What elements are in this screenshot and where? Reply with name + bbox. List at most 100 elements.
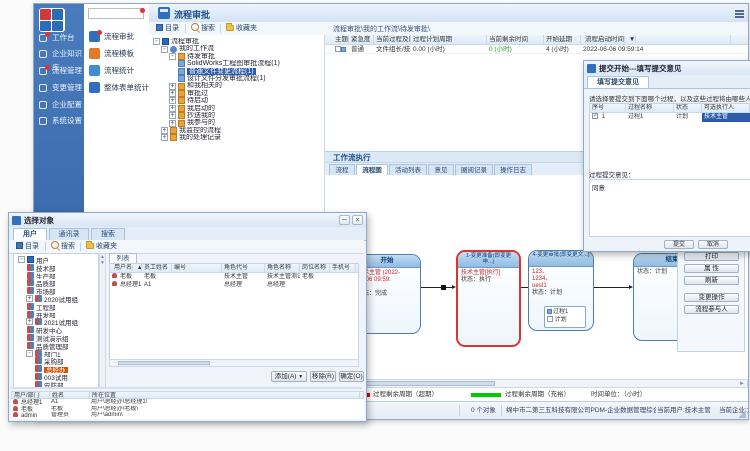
list-h-scrollbar[interactable] <box>109 359 359 367</box>
resize-grip[interactable] <box>738 410 746 418</box>
col-phone[interactable]: 手机号 <box>330 264 356 272</box>
expand-icon[interactable] <box>161 134 168 142</box>
process-row[interactable]: 1 过程1 计划 技术主管 <box>590 113 750 122</box>
scroll-right-icon[interactable]: ► <box>739 381 745 387</box>
catalog-button[interactable]: 目录 <box>13 241 42 252</box>
selected-row[interactable]: 老板 老板 用户\总经办\老板\ <box>11 405 364 412</box>
col-plan[interactable]: 过程计划周期 <box>411 35 487 44</box>
tab-users[interactable]: 用户 <box>13 228 47 240</box>
col-code[interactable]: 编号 <box>172 264 222 272</box>
minimize-icon[interactable]: ─ <box>339 215 350 225</box>
sidebar-item-change[interactable]: 变更管理 <box>37 81 83 95</box>
tab-review-record[interactable]: 圈阅记录 <box>455 164 493 175</box>
tree-item[interactable]: 我参与的 <box>149 119 324 127</box>
menu-item-approval[interactable]: 流程审批 <box>84 29 149 44</box>
tree-item[interactable]: 003试用 <box>14 372 98 381</box>
tree-item-selected[interactable]: 总经办 <box>14 365 98 373</box>
expand-icon[interactable] <box>169 97 176 105</box>
tree-item[interactable]: 市场部 <box>14 287 98 295</box>
sidebar-item-process[interactable]: 流程管理 <box>37 64 83 78</box>
col-role-code[interactable]: 角色代号 <box>222 264 265 272</box>
user-row[interactable]: 老板 老板 技术主管 技术主管测试 老板 <box>110 273 358 281</box>
tree-item[interactable]: 部门1 <box>14 349 98 357</box>
col-remain[interactable]: 当前剩余时间 <box>487 35 544 44</box>
col-start-time[interactable]: 流程启动时间 ▼ <box>581 35 731 44</box>
menu-item-form-statistics[interactable]: 整体表单统计 <box>84 80 149 95</box>
selected-row[interactable]: admin 管理员 用户\admin\ <box>11 412 364 419</box>
tree-v-scrollbar[interactable]: ▲ ▼ <box>99 253 106 389</box>
col-urgency[interactable]: 紧急度 <box>349 35 374 44</box>
user-row[interactable]: 总经理1 A1 总经理 总经理 <box>110 281 358 289</box>
tab-flow[interactable]: 流程 <box>329 164 355 175</box>
splitter[interactable] <box>11 387 362 389</box>
expand-icon[interactable] <box>169 119 176 127</box>
sidebar-item-workbench[interactable]: 工作台 <box>37 31 83 45</box>
col-emp-name[interactable]: 员工姓名 <box>142 264 172 272</box>
sidebar-item-settings[interactable]: 系统设置 <box>37 114 83 128</box>
sub-process-box[interactable]: 过程1 计划 <box>544 306 586 328</box>
collapse-icon[interactable] <box>26 349 33 357</box>
add-button[interactable]: 添加(A) ▼ <box>271 371 307 382</box>
list-tab[interactable]: 列表 <box>109 253 137 264</box>
search-button[interactable]: 搜索 <box>188 23 218 34</box>
tree-item[interactable]: 我监控的流程 <box>149 127 324 134</box>
tree-item[interactable]: 2020试用组 <box>14 294 98 303</box>
tab-activity-list[interactable]: 活动列表 <box>389 164 427 175</box>
col-executor[interactable]: 可选执行人 <box>702 104 750 112</box>
catalog-button[interactable]: 目录 <box>153 23 182 34</box>
tree-item[interactable]: 我的工作流 <box>149 45 324 53</box>
tree-item[interactable]: 抄送我的 <box>149 112 324 120</box>
node-change-prepare[interactable]: 1-变更准备(即变更申...) 技术主管[执行] 状态：执行 <box>456 250 521 347</box>
tab-flow-diagram[interactable]: 流程图 <box>356 164 388 175</box>
col-status[interactable]: 状态 <box>674 104 702 112</box>
tree-item-root[interactable]: 流程审批 <box>149 38 324 46</box>
refresh-button[interactable]: 刷新 <box>684 276 739 285</box>
expand-icon[interactable] <box>169 89 176 97</box>
tree-item-users-root[interactable]: 用户 <box>14 256 98 264</box>
tab-operation-log[interactable]: 操作日志 <box>494 164 532 175</box>
dialog-titlebar[interactable]: 选择对象 ─ × <box>9 213 366 228</box>
expand-icon[interactable] <box>161 126 168 134</box>
diagram-h-scrollbar[interactable]: ◄ ► <box>325 379 748 388</box>
process-checkbox[interactable] <box>592 113 598 119</box>
participants-button[interactable]: 流程参与人 <box>684 305 739 314</box>
col-delay[interactable]: 开始延期 <box>544 35 581 44</box>
menu-item-statistics[interactable]: 流程统计 <box>84 63 149 78</box>
row-checkbox[interactable] <box>335 46 341 52</box>
print-button[interactable]: 打印 <box>684 252 739 261</box>
tree-item-selected[interactable]: 普通文件变更流程(1) <box>149 67 324 75</box>
scroll-thumb[interactable] <box>118 361 210 365</box>
tree-item[interactable]: 研发中心 <box>14 326 98 334</box>
collapse-icon[interactable] <box>169 52 176 60</box>
tree-item[interactable]: 采购部 <box>14 357 98 365</box>
tab-contacts[interactable]: 通讯录 <box>49 228 89 240</box>
col-location[interactable]: 所在位置 <box>90 392 360 398</box>
col-user-dept[interactable]: 用户/部门 <box>12 392 50 398</box>
collapse-icon[interactable] <box>161 45 168 53</box>
selected-row[interactable]: 总经理1 A1 用户\总经办\总经理1\ <box>11 399 364 406</box>
col-name[interactable]: 姓名 <box>50 392 90 398</box>
col-role-name[interactable]: 角色名称 <box>265 264 300 272</box>
expand-icon[interactable] <box>169 104 176 112</box>
tab-search[interactable]: 搜索 <box>91 228 125 240</box>
tree-item[interactable]: 审批过 <box>149 90 324 97</box>
opinion-textarea[interactable]: 同意 <box>589 179 750 237</box>
tree-item[interactable]: 设计文件分发审批流程(1) <box>149 75 324 83</box>
tree-item[interactable]: 2021试用组 <box>14 318 98 326</box>
collapse-icon[interactable] <box>153 38 160 46</box>
change-operation-button[interactable]: 变更操作 <box>684 293 739 302</box>
tree-item[interactable]: 技术部 <box>14 263 98 272</box>
ok-button[interactable]: 确定(O) <box>339 371 364 382</box>
menu-icon[interactable] <box>735 10 744 12</box>
tree-item[interactable]: 我启动的 <box>149 105 324 112</box>
tree-item[interactable]: 生产部 <box>14 271 98 279</box>
collapse-icon[interactable] <box>18 256 25 263</box>
menu-item-template[interactable]: 流程模板 <box>84 46 149 61</box>
tree-item[interactable]: 我的处理记录 <box>149 134 324 142</box>
menu-search-input[interactable] <box>88 8 144 19</box>
favorites-button[interactable]: 收藏夹 <box>83 241 120 252</box>
expand-icon[interactable] <box>169 112 176 120</box>
submit-button[interactable]: 提交 <box>664 240 694 249</box>
col-username[interactable]: 用户名 ▲ <box>110 264 142 272</box>
tree-item[interactable]: 测试演示组 <box>14 333 98 342</box>
